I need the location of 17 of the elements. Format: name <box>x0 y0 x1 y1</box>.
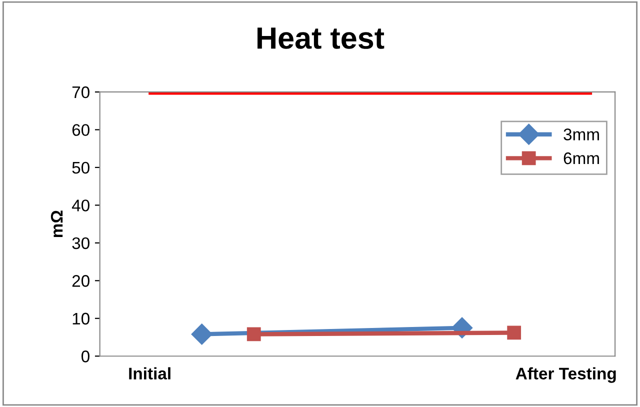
y-tick-label: 0 <box>82 350 90 362</box>
x-tick-label: Initial <box>129 367 170 380</box>
legend-label: 3mm <box>564 128 599 140</box>
chart-title: Heat test <box>258 28 384 49</box>
y-tick-label: 40 <box>72 200 90 212</box>
point <box>246 327 261 342</box>
y-tick-label: 20 <box>72 275 90 287</box>
legend-label: 6mm <box>564 152 599 164</box>
point <box>507 326 522 340</box>
y-tick-label: 10 <box>72 312 90 325</box>
y-tick-label: 30 <box>72 237 90 250</box>
point <box>191 324 212 345</box>
y-axis-title: mΩ <box>50 210 63 238</box>
x-tick-label: After Testing <box>516 367 616 383</box>
y-tick-label: 50 <box>72 162 90 174</box>
y-tick-label: 70 <box>72 86 90 98</box>
y-tick-label: 60 <box>72 124 90 136</box>
